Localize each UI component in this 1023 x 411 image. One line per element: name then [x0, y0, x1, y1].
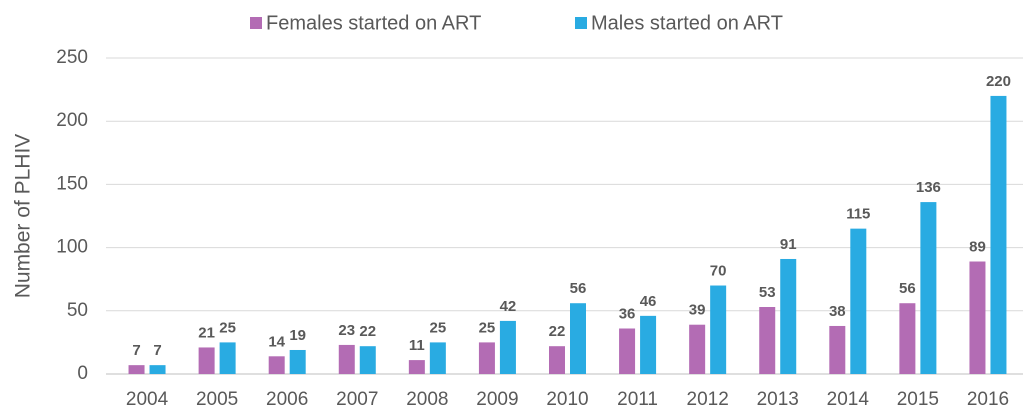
y-tick-label: 0 [77, 363, 88, 384]
bar [289, 349, 306, 374]
data-label: 70 [710, 262, 727, 279]
x-tick-label: 2012 [687, 389, 729, 410]
data-label: 53 [759, 284, 776, 301]
bar [219, 342, 236, 374]
x-tick-label: 2004 [126, 389, 169, 410]
legend-label: Females started on ART [266, 12, 481, 34]
bar [689, 324, 706, 374]
x-tick-label: 2011 [617, 389, 658, 410]
legend-label: Males started on ART [591, 12, 783, 34]
bar [128, 365, 145, 374]
data-label: 14 [268, 333, 285, 350]
data-label: 136 [916, 179, 941, 196]
data-label: 91 [780, 236, 797, 253]
data-label: 38 [829, 303, 846, 320]
bar [829, 325, 846, 374]
x-tick-label: 2007 [336, 389, 378, 410]
bar [268, 356, 285, 374]
data-label: 25 [479, 319, 496, 336]
data-label: 46 [640, 293, 657, 310]
bar [478, 342, 495, 374]
y-axis-label: Number of PLHIV [12, 134, 35, 299]
data-label: 22 [549, 323, 566, 340]
data-label: 11 [409, 337, 425, 354]
x-tick-label: 2014 [827, 389, 870, 410]
x-tick-label: 2010 [546, 389, 588, 410]
bar [338, 344, 355, 374]
bar [619, 328, 636, 374]
data-label: 25 [430, 319, 447, 336]
bar [990, 95, 1007, 375]
y-tick-label: 50 [67, 300, 88, 321]
bar [198, 347, 215, 374]
bar [920, 202, 937, 374]
data-label: 7 [132, 342, 140, 359]
x-tick-label: 2009 [476, 389, 518, 410]
data-label: 42 [500, 298, 517, 315]
data-label: 56 [899, 280, 916, 297]
data-label: 220 [986, 73, 1011, 90]
data-label: 7 [153, 342, 161, 359]
y-tick-label: 100 [56, 237, 88, 258]
data-label: 19 [289, 327, 306, 344]
bar [640, 315, 657, 374]
bar [899, 303, 916, 374]
x-tick-label: 2015 [897, 389, 939, 410]
y-tick-label: 200 [56, 110, 88, 131]
data-label: 23 [338, 322, 355, 339]
legend-swatch [575, 17, 587, 29]
data-label: 21 [198, 324, 215, 341]
bar [429, 342, 446, 374]
y-tick-label: 250 [56, 47, 88, 68]
bar [759, 307, 776, 374]
bar [969, 261, 986, 374]
x-tick-label: 2006 [266, 389, 308, 410]
data-label: 39 [689, 302, 706, 319]
bar [780, 258, 797, 374]
data-label: 89 [969, 238, 986, 255]
data-label: 25 [219, 319, 236, 336]
data-label: 115 [846, 206, 870, 223]
x-tick-label: 2016 [967, 389, 1009, 410]
bar [549, 346, 565, 374]
data-label: 22 [359, 323, 376, 340]
x-tick-label: 2005 [196, 389, 238, 410]
bar [710, 285, 727, 374]
y-tick-label: 150 [56, 173, 88, 194]
x-tick-label: 2013 [757, 389, 799, 410]
bar [408, 360, 425, 374]
bar [850, 228, 867, 374]
bar [359, 346, 376, 374]
bar [499, 320, 516, 374]
bar [570, 303, 586, 374]
data-label: 56 [570, 280, 587, 297]
bar [149, 365, 166, 374]
x-tick-label: 2008 [406, 389, 448, 410]
legend-swatch [250, 17, 262, 29]
data-label: 36 [619, 305, 636, 322]
